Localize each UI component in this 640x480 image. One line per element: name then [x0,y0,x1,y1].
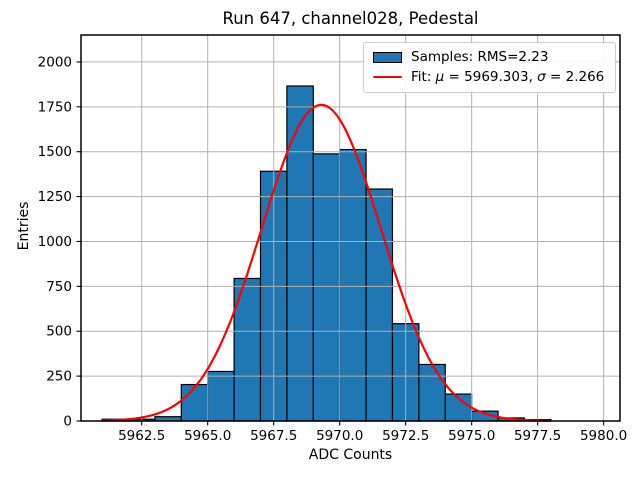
legend-label: Samples: RMS=2.23 [411,49,549,65]
x-tick-label: 5975.0 [448,428,495,444]
histogram-bar [207,370,235,422]
histogram-bar [339,148,367,422]
y-tick-label: 250 [46,369,72,385]
histogram-bar [286,85,314,422]
histogram-bar [418,363,446,422]
y-tick-label: 750 [46,279,72,295]
fit-line-swatch-icon [373,75,402,79]
y-axis-label: Entries [16,201,32,251]
histogram-bar [365,188,394,422]
y-tick-label: 2000 [38,54,72,70]
x-tick-label: 5967.5 [250,428,297,444]
y-tick-label: 0 [63,414,72,430]
histogram-bars [101,85,552,422]
x-tick-label: 5965.0 [184,428,231,444]
fit-curve [101,103,550,422]
histogram-bar [180,383,209,422]
histogram-bar [312,153,341,422]
axes-frame [80,34,621,422]
x-tick-label: 5980.0 [580,428,627,444]
legend-item: Samples: RMS=2.23 [373,47,607,67]
y-tick-label: 1250 [38,189,72,205]
y-tick-label: 1750 [38,99,72,115]
y-tick-label: 1000 [38,234,72,250]
legend-item: Fit: μ = 5969.303, σ = 2.266 [373,67,607,87]
x-tick-label: 5972.5 [382,428,429,444]
legend: Samples: RMS=2.23 Fit: μ = 5969.303, σ = … [363,42,616,93]
axis-ticks [76,61,605,426]
y-tick-label: 500 [46,324,72,340]
axis-tick-labels: 5962.5 5965.0 5967.5 5970.0 5972.5 5975.0 5977… [38,54,628,444]
x-axis-label: ADC Counts [308,447,393,463]
legend-label: Fit: μ = 5969.303, σ = 2.266 [411,69,605,85]
x-tick-label: 5977.5 [514,428,561,444]
x-tick-label: 5970.0 [316,428,363,444]
chart-title: Run 647, channel028, Pedestal [222,9,479,28]
histogram-swatch-icon [373,51,402,63]
y-tick-label: 1500 [38,144,72,160]
x-tick-label: 5962.5 [118,428,165,444]
